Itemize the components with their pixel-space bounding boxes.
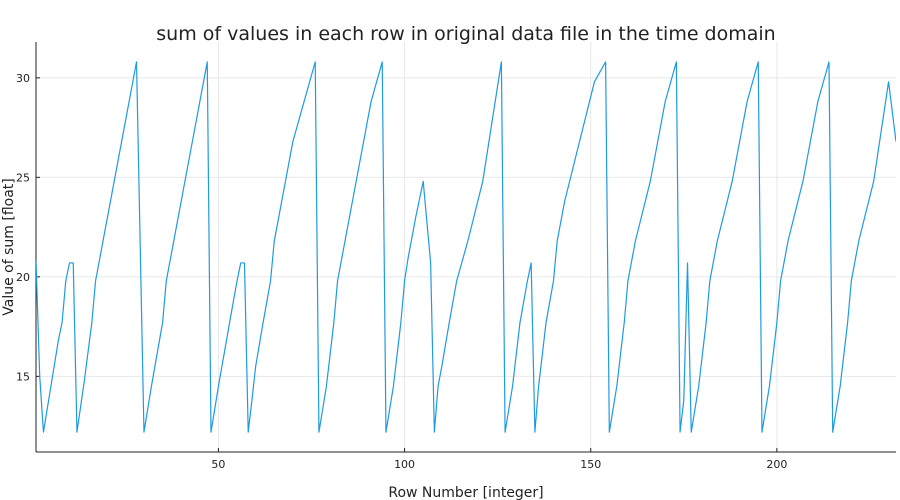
grid [36, 42, 896, 452]
ticks: 50 100 150 200 15 20 25 30 [16, 72, 787, 471]
x-tick-label: 150 [580, 458, 601, 471]
y-tick-label: 25 [16, 171, 30, 184]
series-line-0 [36, 61, 896, 433]
x-tick-label: 50 [211, 458, 225, 471]
series-layer [36, 61, 896, 433]
y-tick-label: 15 [16, 370, 30, 383]
y-axis-label: Value of sum [float] [1, 178, 17, 315]
x-tick-label: 200 [766, 458, 787, 471]
y-tick-label: 20 [16, 271, 30, 284]
x-axis-label: Row Number [integer] [388, 485, 543, 500]
x-tick-label: 100 [394, 458, 415, 471]
axes [35, 42, 896, 453]
y-tick-label: 30 [16, 72, 30, 85]
chart-title: sum of values in each row in original da… [156, 23, 775, 45]
